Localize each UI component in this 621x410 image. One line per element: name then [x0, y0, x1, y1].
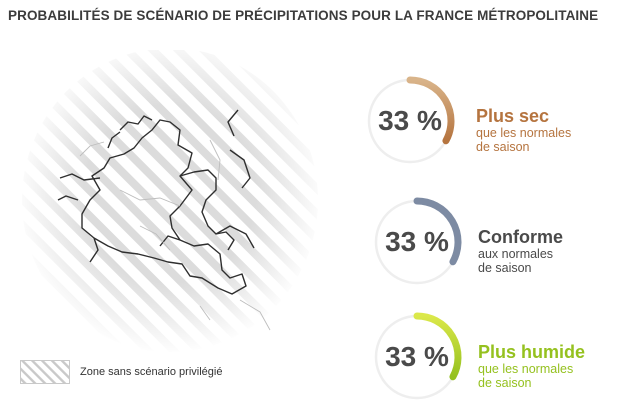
- france-map-svg: [20, 50, 320, 355]
- gauge-dry: 33 %: [365, 76, 455, 166]
- label-humid: Plus humide que les normales de saison: [478, 342, 585, 390]
- percent-humid: 33 %: [385, 341, 449, 372]
- label-normal-sub-2: de saison: [478, 261, 532, 275]
- gauge-normal: 33 %: [372, 197, 462, 287]
- label-dry-sub-1: que les normales: [476, 126, 572, 140]
- gauge-normal-arc: [413, 197, 462, 266]
- label-normal-title: Conforme: [478, 227, 563, 247]
- scenario-humid: 33 % Plus humide que les normales de sai…: [0, 312, 621, 402]
- france-outline: [57, 109, 255, 295]
- gauge-humid-arc: [413, 312, 462, 381]
- gauge-humid: 33 %: [372, 312, 462, 402]
- label-humid-title: Plus humide: [478, 342, 586, 362]
- percent-normal: 33 %: [385, 226, 449, 257]
- france-map: [20, 50, 320, 360]
- rivers: [79, 139, 271, 331]
- label-dry: Plus sec que les normales de saison: [476, 106, 571, 154]
- chart-title: PROBABILITÉS DE SCÉNARIO DE PRÉCIPITATIO…: [8, 8, 599, 23]
- scenario-normal: 33 % Conforme aux normales de saison: [0, 197, 621, 287]
- label-normal: Conforme aux normales de saison: [478, 227, 563, 275]
- legend: Zone sans scénario privilégié: [20, 360, 222, 384]
- label-dry-sub-2: de saison: [476, 140, 530, 154]
- scenario-dry: 33 % Plus sec que les normales de saison: [0, 76, 621, 166]
- label-normal-sub-1: aux normales: [478, 247, 554, 261]
- hatch-swatch-icon: [20, 360, 70, 384]
- legend-label: Zone sans scénario privilégié: [80, 366, 223, 378]
- gauge-dry-arc: [406, 76, 455, 145]
- percent-dry: 33 %: [378, 105, 442, 136]
- label-humid-sub-1: que les normales: [478, 362, 574, 376]
- label-dry-title: Plus sec: [476, 106, 550, 126]
- label-humid-sub-2: de saison: [478, 376, 532, 390]
